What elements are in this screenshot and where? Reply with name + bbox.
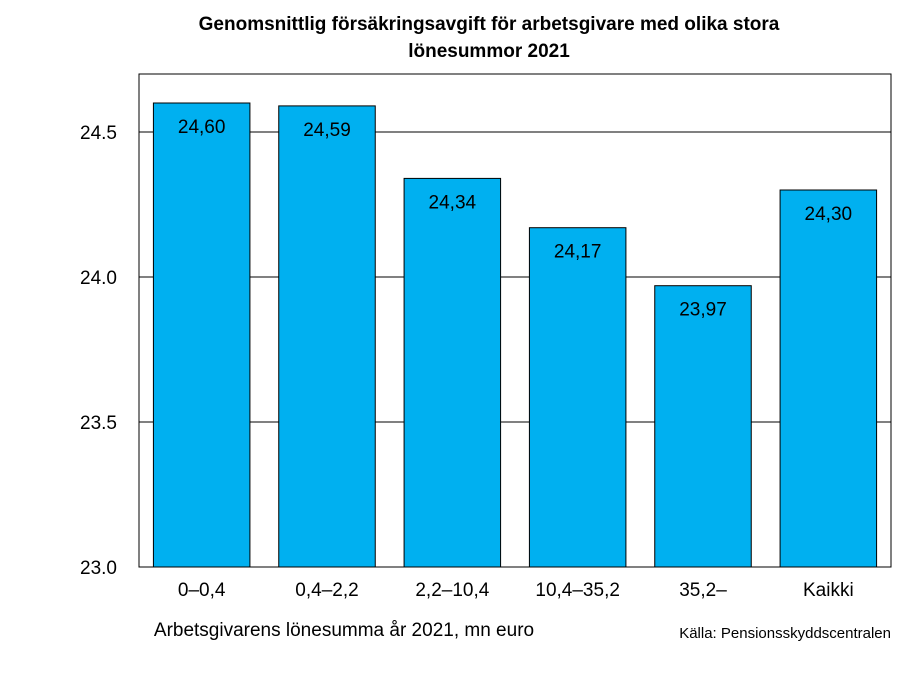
y-tick-label: 24.0: [80, 268, 117, 289]
x-tick-label: 0,4–2,2: [295, 580, 358, 601]
x-tick-label: 0–0,4: [178, 580, 226, 601]
bar: [403, 177, 502, 568]
y-tick-label: 23.0: [80, 558, 117, 579]
bar: [278, 105, 376, 568]
bar: [152, 102, 251, 568]
data-label: 24,17: [554, 242, 602, 263]
x-axis-label: Arbetsgivarens lönesumma år 2021, mn eur…: [154, 620, 534, 641]
chart-title-line-1: Genomsnittlig försäkringsavgift för arbe…: [199, 14, 780, 35]
plot-frame: [138, 73, 892, 568]
x-tick-label: 10,4–35,2: [535, 580, 620, 601]
plot-area: 23.0 23.5 24.0 24.5 24,60 0–0,4 24,59 0,4–2,2 24…: [80, 73, 892, 601]
bar: [654, 285, 752, 568]
x-tick-label: 2,2–10,4: [415, 580, 489, 601]
x-tick-label: Kaikki: [803, 580, 854, 601]
bar: [528, 227, 627, 568]
data-label: 24,30: [805, 204, 853, 225]
y-tick-label: 24.5: [80, 123, 117, 144]
x-tick-label: 35,2–: [679, 580, 727, 601]
data-label: 24,59: [303, 120, 351, 141]
y-tick-label: 23.5: [80, 413, 117, 434]
source-note: Källa: Pensionsskyddscentralen: [679, 625, 891, 642]
chart-title-line-2: lönesummor 2021: [408, 41, 570, 62]
data-label: 24,60: [178, 117, 226, 138]
data-label: 23,97: [679, 300, 727, 321]
bar: [779, 189, 878, 568]
data-label: 24,34: [429, 192, 477, 213]
